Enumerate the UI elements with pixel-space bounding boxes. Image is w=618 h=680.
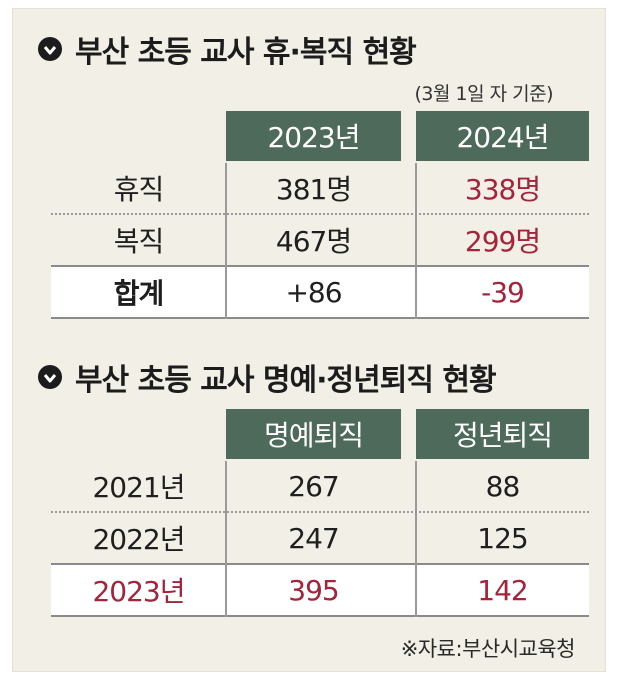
section1-note: (3월 1일 자 기준) <box>414 83 553 105</box>
divider <box>51 317 589 319</box>
table-row-highlight: 2023년 395 142 <box>51 565 589 615</box>
table2-header-retirement: 정년퇴직 <box>416 409 589 459</box>
value-cell: 381명 <box>275 173 352 206</box>
row-label: 2023년 <box>92 575 185 608</box>
value-cell: 338명 <box>464 173 541 206</box>
infographic-panel: 부산 초등 교사 휴·복직 현황 (3월 1일 자 기준) 2023년 2024… <box>12 8 606 672</box>
value-cell: 267 <box>288 469 339 503</box>
column-divider <box>225 163 227 319</box>
source-note: ※자료:부산시교육청 <box>400 637 576 661</box>
value-cell: +86 <box>285 275 342 309</box>
row-label: 합계 <box>113 277 165 310</box>
row-label: 2022년 <box>92 523 185 556</box>
value-cell: 125 <box>477 521 528 555</box>
section1-table: 2023년 2024년 휴직 381명 338명 복직 467명 299명 합계… <box>51 111 589 321</box>
value-cell: -39 <box>481 275 525 309</box>
divider <box>51 615 589 617</box>
table-row: 2021년 267 88 <box>51 461 589 513</box>
section2-table: 명예퇴직 정년퇴직 2021년 267 88 2022년 247 125 202… <box>51 409 589 619</box>
column-divider <box>415 163 417 319</box>
table1-header-2023: 2023년 <box>226 111 401 161</box>
section1-title-text: 부산 초등 교사 휴·복직 현황 <box>75 35 417 70</box>
value-cell: 142 <box>477 573 528 607</box>
section2-title: 부산 초등 교사 명예·정년퇴직 현황 <box>37 355 497 399</box>
column-divider <box>225 461 227 617</box>
section1-title: 부산 초등 교사 휴·복직 현황 <box>37 27 417 71</box>
value-cell: 247 <box>288 521 339 555</box>
value-cell: 467명 <box>275 225 352 258</box>
column-divider <box>415 461 417 617</box>
section2-title-text: 부산 초등 교사 명예·정년퇴직 현황 <box>75 363 497 398</box>
row-label: 복직 <box>113 225 165 258</box>
row-label: 2021년 <box>92 471 185 504</box>
table-row-total: 합계 +86 -39 <box>51 267 589 317</box>
value-cell: 395 <box>288 573 339 607</box>
table-row: 복직 467명 299명 <box>51 215 589 265</box>
circle-down-arrow-icon <box>38 365 62 389</box>
table1-header-2024: 2024년 <box>416 111 589 161</box>
table-row: 2022년 247 125 <box>51 513 589 563</box>
circle-down-arrow-icon <box>38 37 62 61</box>
value-cell: 88 <box>485 469 521 503</box>
value-cell: 299명 <box>464 225 541 258</box>
table2-header-honorary: 명예퇴직 <box>226 409 401 459</box>
row-label: 휴직 <box>113 173 165 206</box>
table-row: 휴직 381명 338명 <box>51 163 589 215</box>
divider <box>51 563 589 565</box>
divider <box>51 265 589 267</box>
